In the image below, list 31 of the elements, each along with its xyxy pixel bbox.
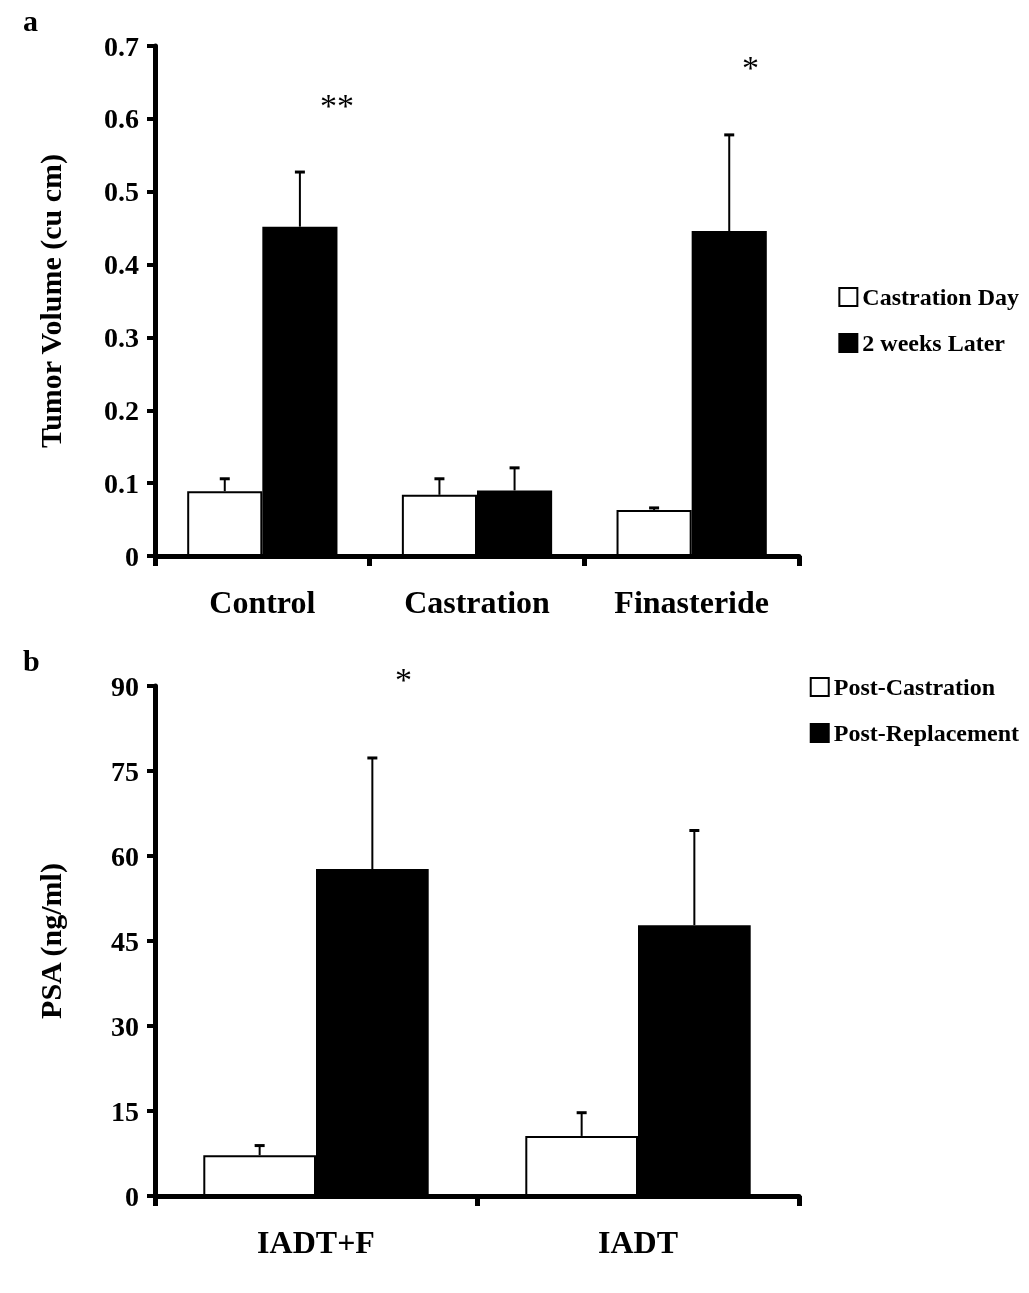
y-tick-label: 0.2 — [104, 394, 139, 426]
y-tick-label: 0.6 — [104, 103, 139, 135]
annotation: * — [742, 48, 759, 86]
x-tick-label: IADT+F — [257, 1224, 375, 1260]
y-tick-label: 0 — [125, 1180, 139, 1212]
annotation: ** — [320, 86, 354, 124]
y-tick-label: 75 — [111, 755, 139, 787]
legend-label: Post-Castration — [833, 674, 996, 700]
y-tick-label: 0.7 — [104, 30, 139, 62]
y-tick-label: 30 — [111, 1010, 139, 1042]
y-tick-label: 0.5 — [104, 176, 139, 208]
y-tick-label: 15 — [111, 1095, 139, 1127]
chart-title: a — [23, 3, 38, 37]
y-tick-label: 0.1 — [104, 467, 139, 499]
chart-title: b — [23, 643, 40, 677]
y-axis-title: Tumor Volume (cu cm) — [33, 153, 68, 449]
y-axis-title: PSA (ng/ml) — [33, 863, 68, 1019]
y-tick-label: 0.4 — [104, 249, 139, 281]
x-tick-label: Finasteride — [614, 584, 769, 620]
y-tick-label: 0.3 — [104, 321, 139, 353]
legend-label: Post-Replacement — [833, 720, 1020, 746]
x-tick-label: IADT — [597, 1224, 679, 1260]
annotation: * — [395, 660, 412, 698]
y-tick-label: 90 — [111, 670, 139, 702]
y-tick-label: 60 — [111, 840, 139, 872]
legend-label: Castration Day — [862, 284, 1019, 310]
x-tick-label: Castration — [404, 584, 551, 620]
legend-label: 2 weeks Later — [862, 330, 1006, 356]
y-tick-label: 45 — [111, 925, 139, 957]
y-tick-label: 0 — [125, 540, 139, 572]
x-tick-label: Control — [209, 584, 316, 620]
